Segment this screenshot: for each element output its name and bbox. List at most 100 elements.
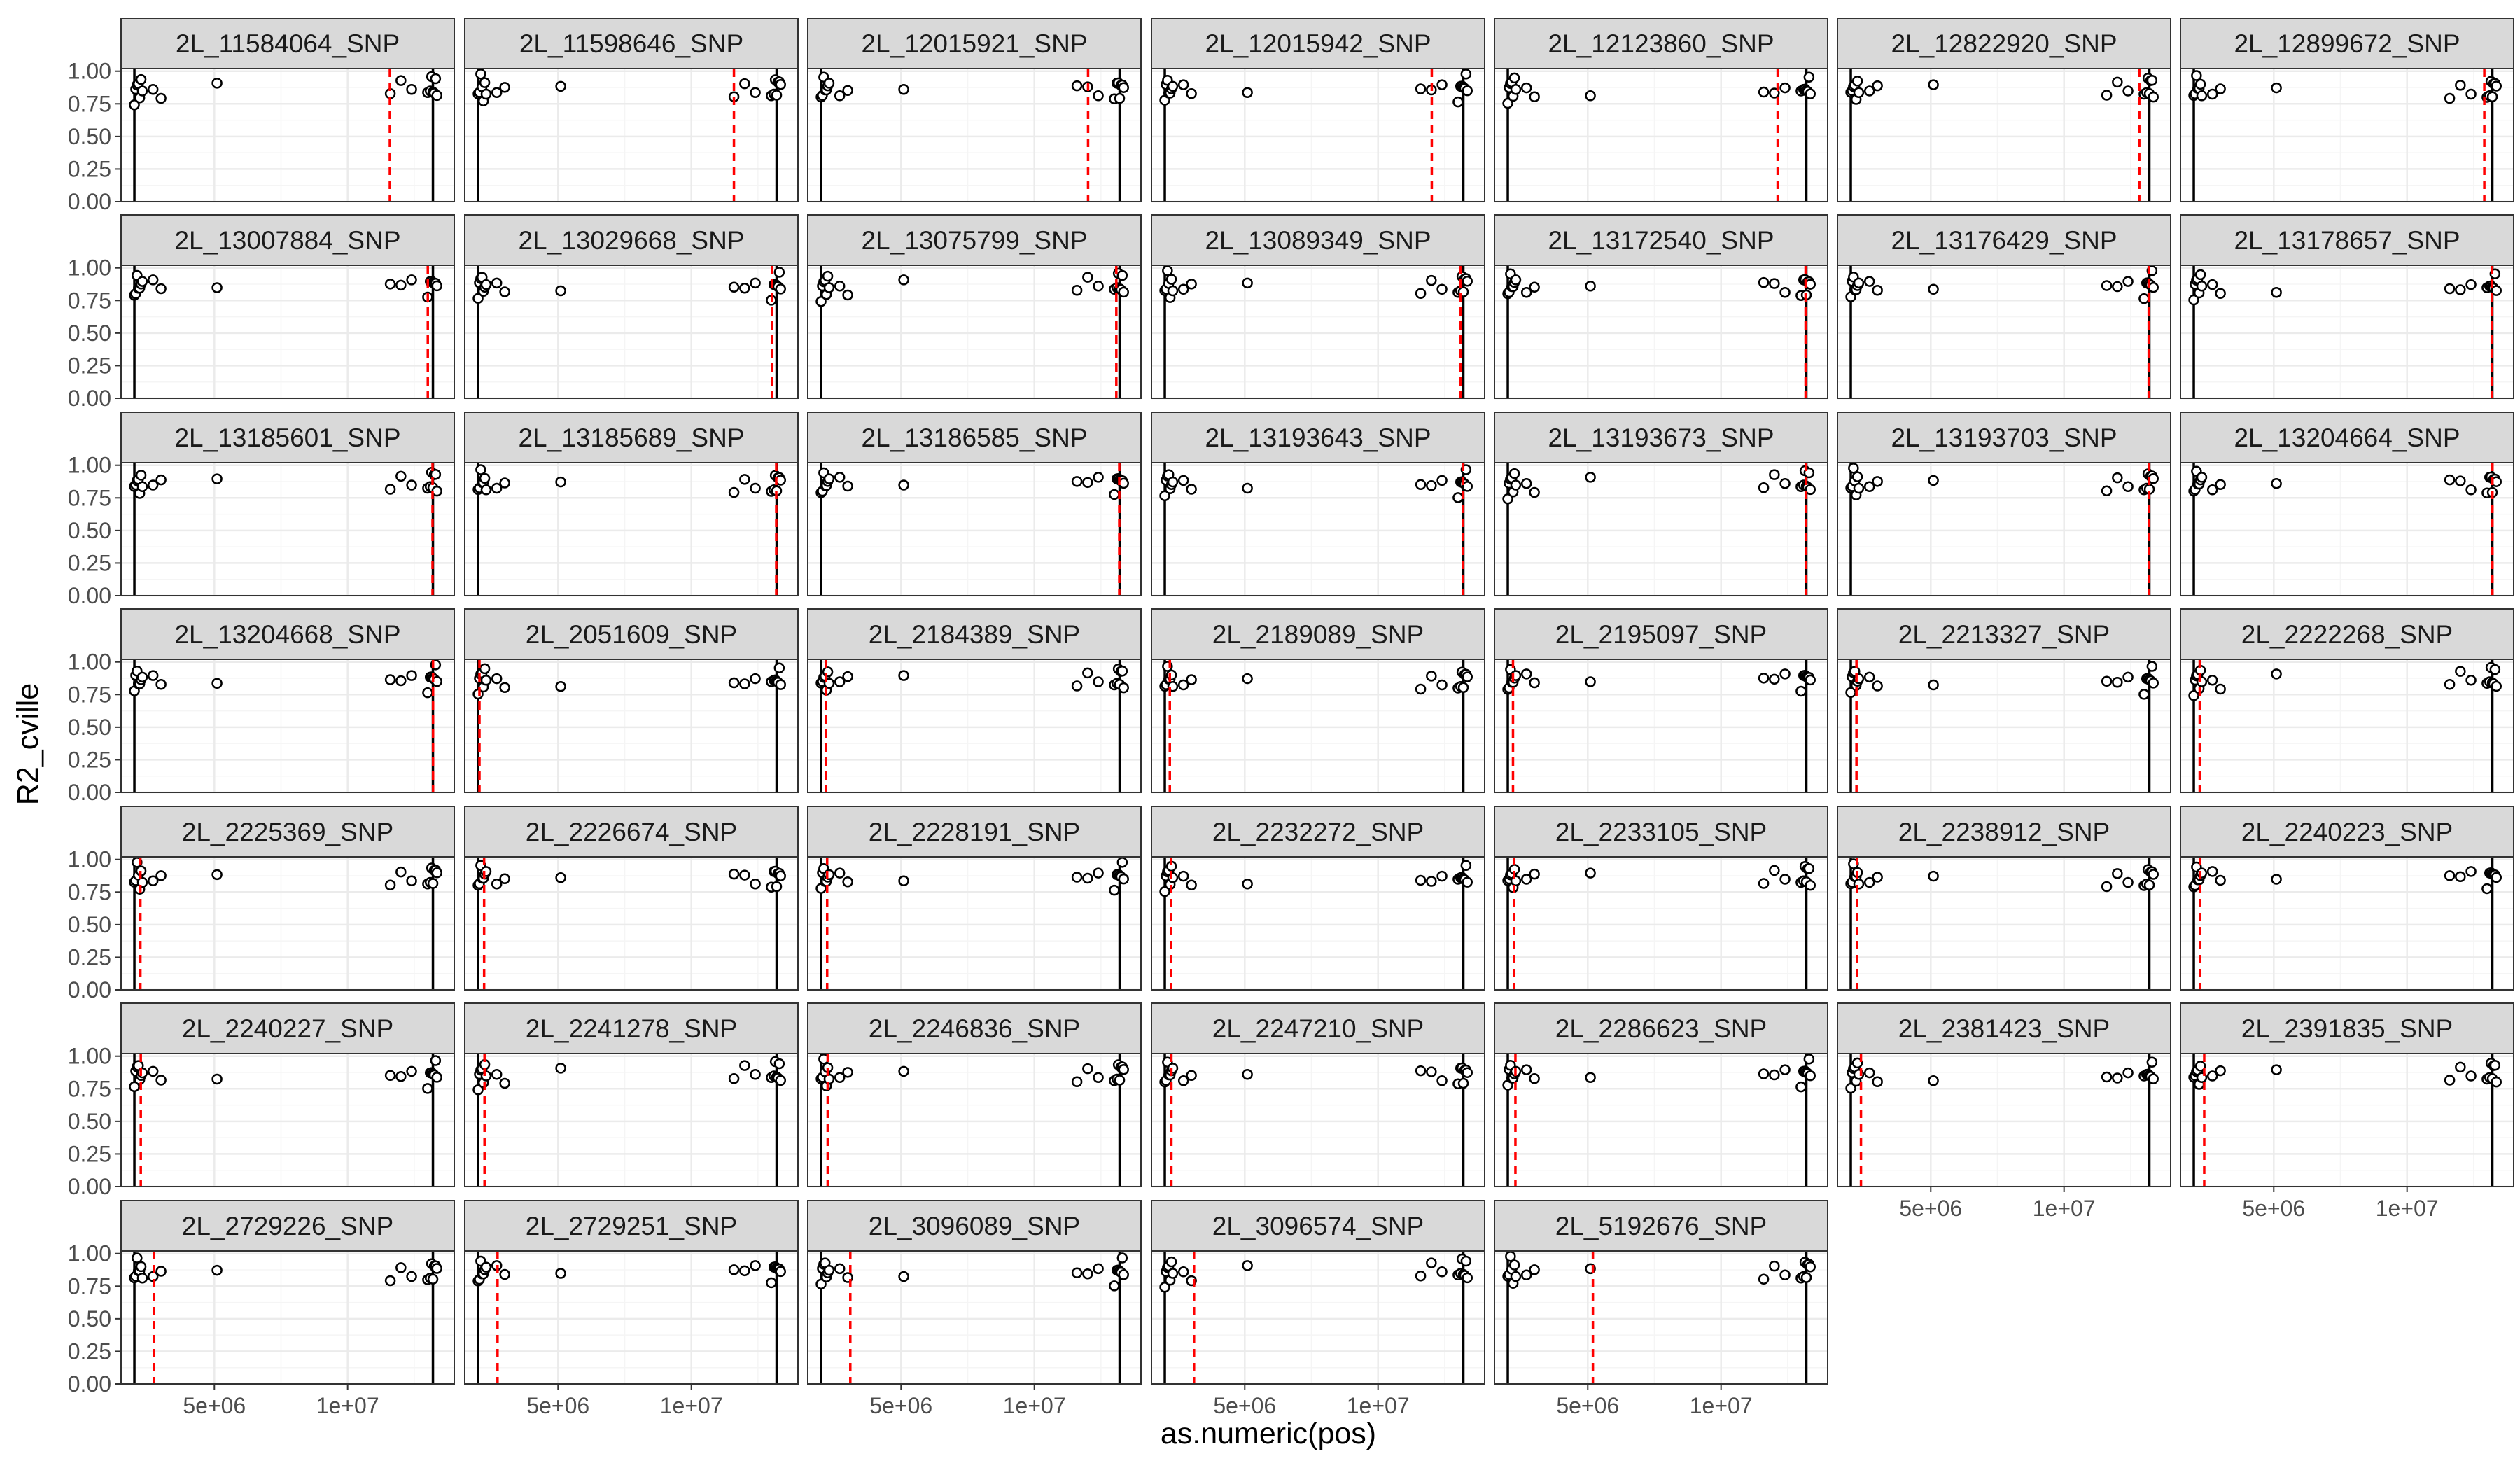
facet-strip — [807, 18, 1142, 69]
y-tick-label: 1.00 — [68, 1241, 111, 1266]
panel-border — [2180, 265, 2514, 399]
panel-border — [464, 856, 799, 990]
plot-background — [121, 857, 454, 990]
data-point — [2271, 82, 2282, 94]
data-point — [1426, 671, 1437, 682]
data-point — [823, 1073, 835, 1085]
data-point — [823, 869, 835, 881]
data-point — [155, 1074, 167, 1086]
plot-background — [1152, 1251, 1485, 1384]
data-point — [2206, 88, 2218, 100]
data-point — [1177, 284, 1189, 295]
data-point — [728, 1264, 740, 1275]
facet-strip — [1151, 1002, 1485, 1054]
data-point — [406, 274, 417, 286]
data-point — [1082, 667, 1093, 679]
data-point — [2101, 1071, 2113, 1083]
data-point — [1167, 80, 1179, 92]
plot-background — [808, 659, 1141, 792]
y-tick-label: 0.25 — [68, 550, 111, 575]
facet-title: 2L_12015921_SNP — [861, 29, 1087, 58]
facet-title: 2L_13089349_SNP — [1205, 226, 1431, 255]
data-point — [431, 280, 442, 292]
data-point — [823, 473, 835, 484]
data-point — [1853, 878, 1865, 890]
data-point — [1863, 276, 1875, 287]
data-point — [396, 675, 407, 687]
data-point — [147, 1065, 159, 1077]
facet-strip — [1494, 412, 1828, 463]
data-point — [1520, 82, 1532, 94]
facet-panel: 2L_3096089_SNP 5e+06 1e+07 — [807, 1200, 1142, 1418]
panel-border — [120, 265, 455, 399]
data-point — [1585, 90, 1596, 102]
x-tick-label: 1e+07 — [1003, 1393, 1066, 1418]
facet-title: 2L_13204664_SNP — [2234, 424, 2460, 452]
data-point — [750, 87, 761, 99]
data-point — [1779, 478, 1791, 489]
plot-background — [2180, 69, 2514, 202]
data-point — [822, 270, 834, 282]
data-point — [396, 75, 407, 86]
data-point — [1863, 876, 1875, 888]
data-point — [2206, 1070, 2218, 1082]
x-axis-title: as.numeric(pos) — [1161, 1417, 1376, 1450]
data-point — [1186, 879, 1197, 890]
data-point — [2206, 484, 2218, 496]
x-tick-label: 1e+07 — [2376, 1196, 2439, 1221]
data-point — [1118, 1269, 1129, 1280]
data-point — [475, 69, 486, 80]
facet-panel: 2L_2184389_SNP — [807, 608, 1142, 794]
data-point — [147, 479, 159, 491]
y-tick-label: 0.25 — [68, 1141, 111, 1166]
y-tick-label: 0.00 — [68, 1371, 111, 1396]
data-point — [2101, 676, 2113, 687]
data-point — [479, 472, 491, 484]
facet-strip — [1494, 18, 1828, 69]
facet-title: 2L_2222268_SNP — [2241, 620, 2453, 649]
facet-title: 2L_2240227_SNP — [182, 1014, 393, 1043]
data-point — [1093, 676, 1104, 687]
facet-panel: 2L_2195097_SNP — [1494, 608, 1828, 794]
data-point — [1928, 79, 1939, 90]
data-point — [2215, 288, 2226, 299]
panel-border — [2180, 1053, 2514, 1187]
facet-strip — [120, 214, 455, 266]
data-point — [1769, 1069, 1780, 1081]
data-point — [1758, 1273, 1770, 1284]
x-tick-label: 1e+07 — [2033, 1196, 2096, 1221]
data-point — [1928, 1074, 1939, 1086]
panel-border — [807, 856, 1142, 990]
data-point — [1159, 1282, 1170, 1293]
panel-border — [1151, 856, 1485, 990]
data-point — [1415, 874, 1427, 886]
data-point — [1928, 475, 1939, 486]
data-point — [135, 74, 147, 85]
data-point — [2465, 484, 2477, 496]
data-point — [491, 482, 503, 494]
data-point — [1242, 1069, 1253, 1080]
y-tick-label: 0.25 — [68, 747, 111, 772]
data-point — [1452, 96, 1464, 108]
data-point — [1415, 83, 1427, 94]
data-point — [2215, 83, 2226, 94]
data-point — [396, 470, 407, 482]
data-point — [1415, 1065, 1427, 1077]
facet-title: 2L_2247210_SNP — [1212, 1014, 1424, 1043]
facet-panel: 2L_13193673_SNP — [1494, 412, 1828, 597]
data-point — [1186, 484, 1197, 495]
facet-panel: 2L_2729226_SNP 0.00 0.25 0.50 0.75 1.00 5e+06 1… — [68, 1200, 455, 1418]
data-point — [1457, 1077, 1469, 1089]
facet-strip — [1837, 214, 2171, 266]
data-point — [2122, 1067, 2134, 1079]
y-tick-label: 0.75 — [68, 879, 111, 904]
facet-title: 2L_2225369_SNP — [182, 818, 393, 846]
data-point — [155, 283, 167, 295]
plot-background — [465, 1054, 798, 1186]
data-point — [2148, 678, 2159, 689]
data-point — [750, 1260, 761, 1271]
data-point — [1585, 281, 1596, 292]
data-point — [1520, 668, 1532, 680]
facet-strip — [807, 412, 1142, 463]
facet-strip — [1494, 214, 1828, 266]
